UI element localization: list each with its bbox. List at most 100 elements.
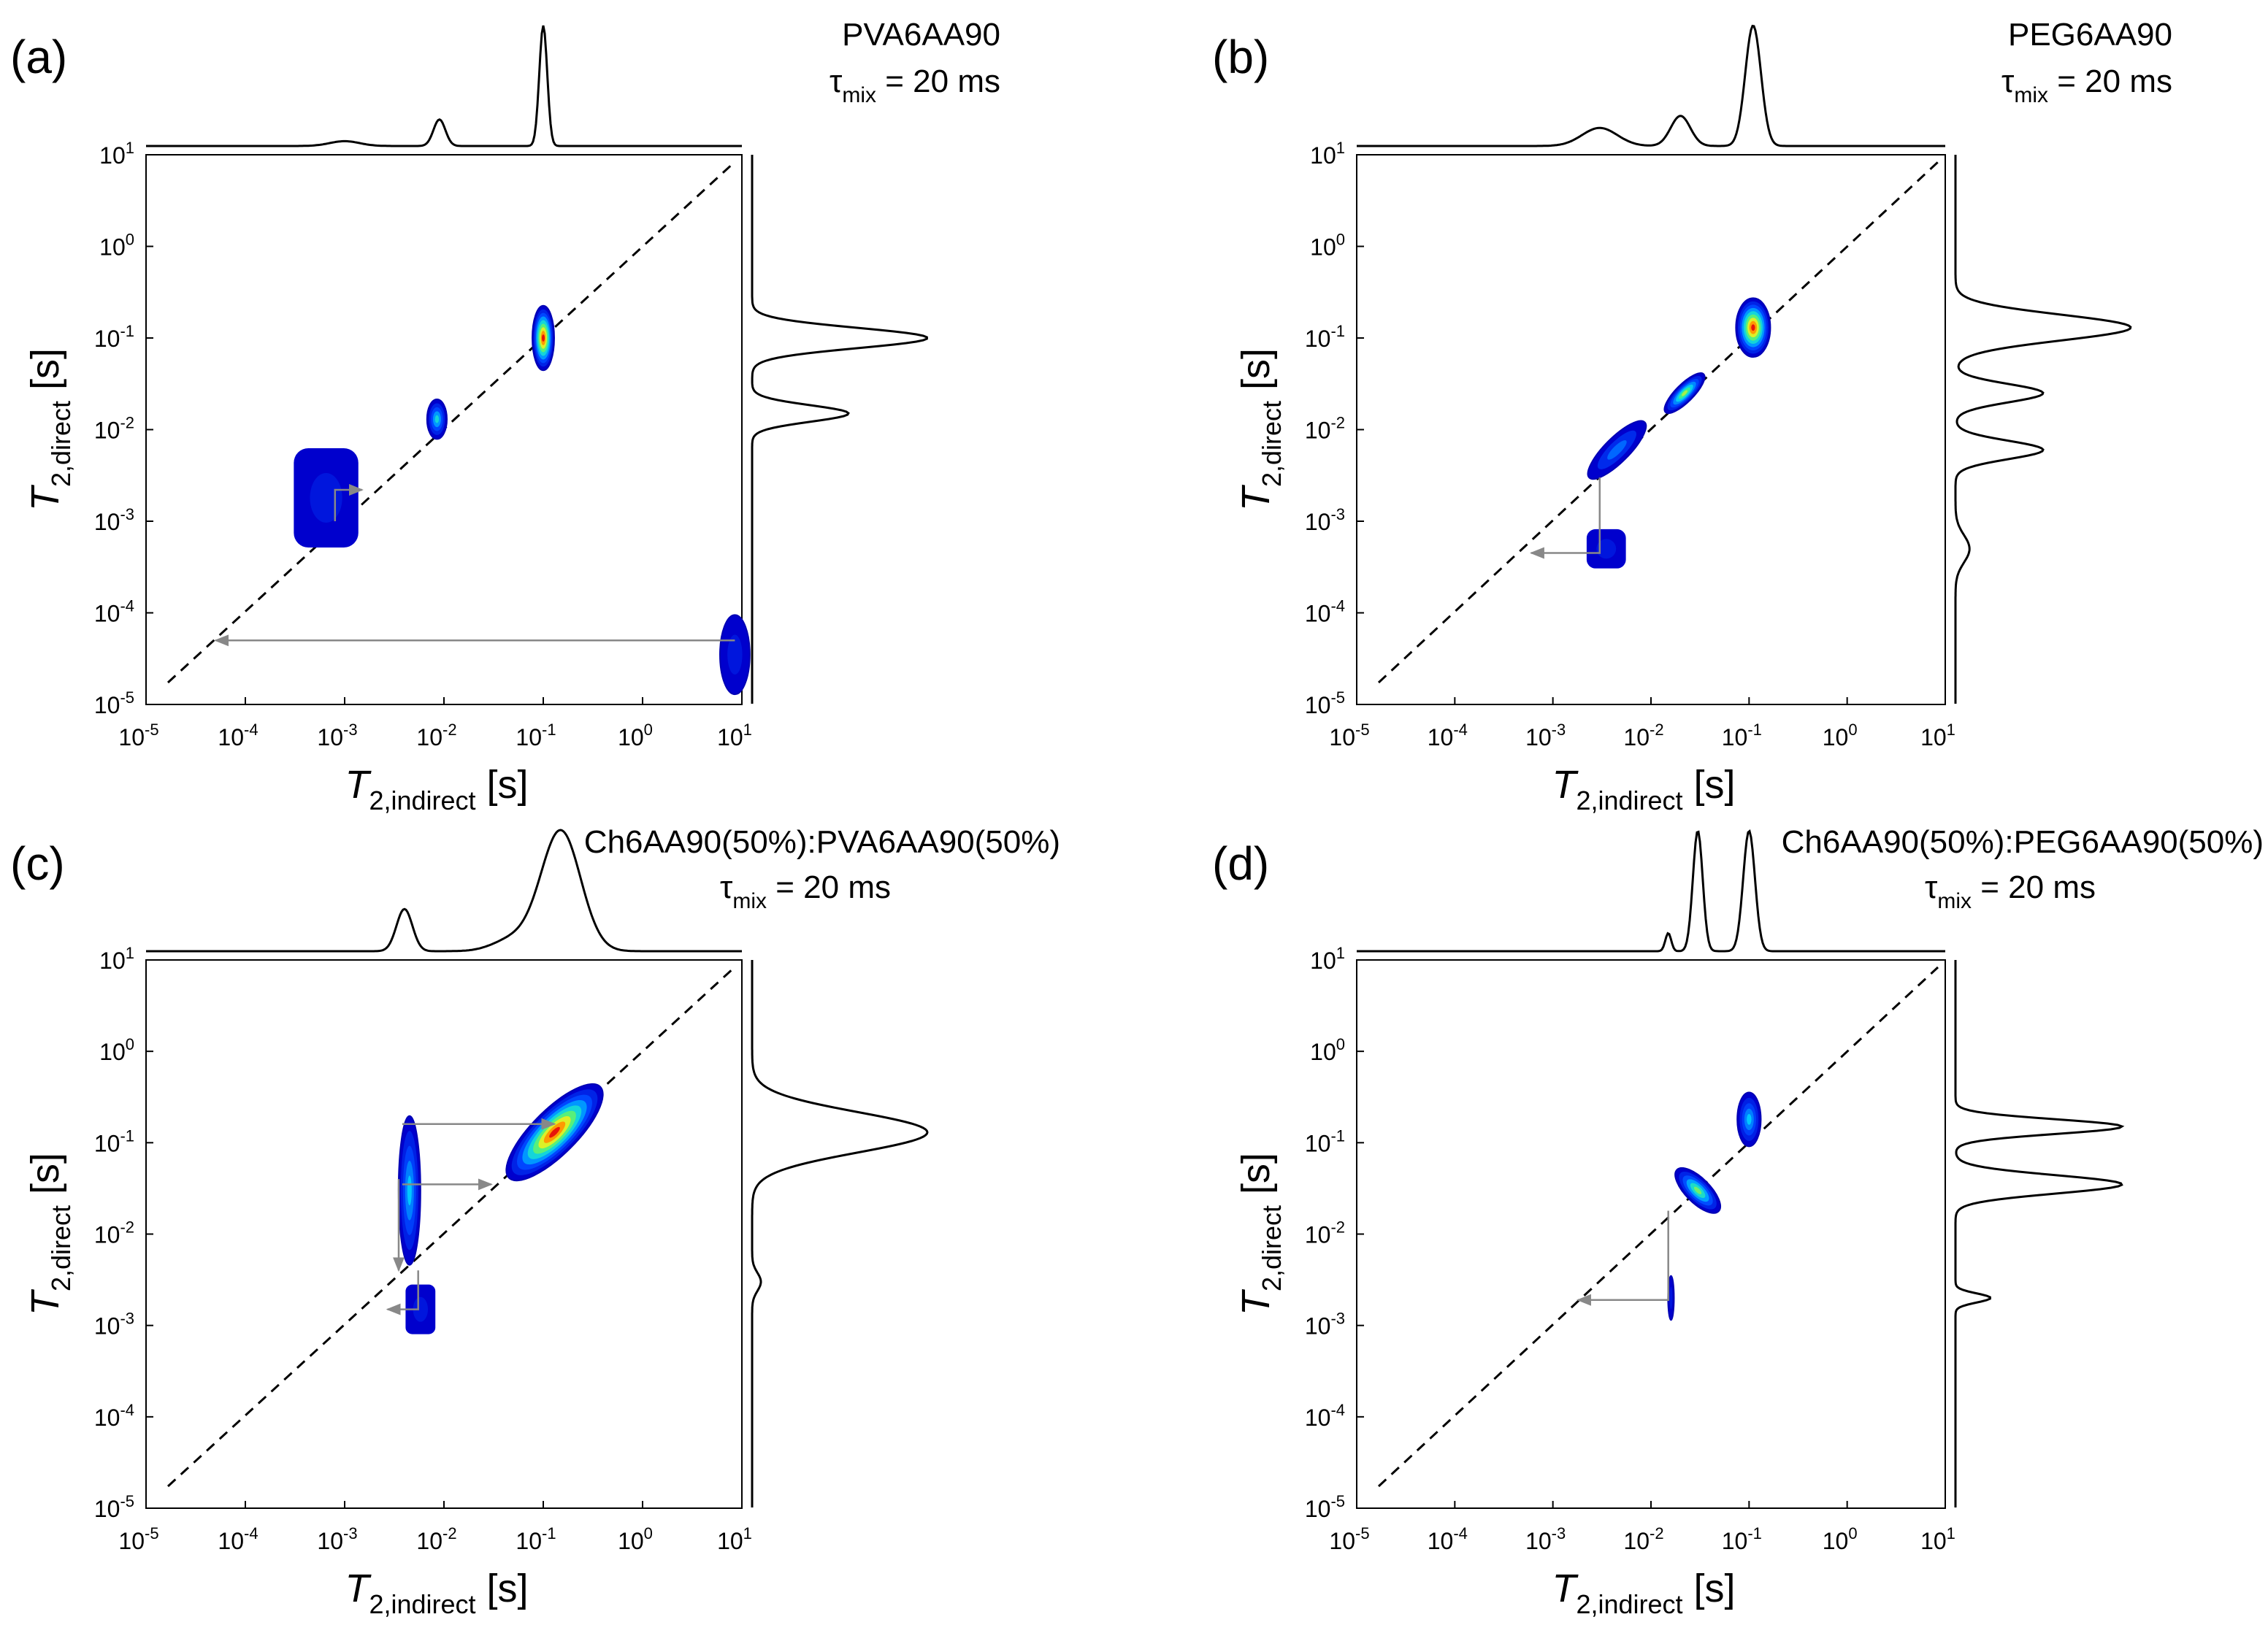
peak-3 bbox=[505, 1083, 604, 1182]
y-tick-label: 100 bbox=[99, 231, 134, 261]
peak-3 bbox=[1736, 1091, 1762, 1148]
x-tick-label: 101 bbox=[1920, 1524, 1955, 1554]
top-projection-curve bbox=[146, 25, 742, 147]
x-tick-label: 100 bbox=[1823, 721, 1858, 750]
sample-name: PEG6AA90 bbox=[2008, 17, 2172, 53]
x-tick-label: 100 bbox=[1823, 1524, 1858, 1554]
y-tick-label: 10-3 bbox=[1305, 505, 1345, 535]
x-axis-label: T2,indirect [s] bbox=[345, 763, 528, 815]
x-tick-label: 10-1 bbox=[516, 721, 556, 750]
peak-2 bbox=[426, 399, 448, 440]
x-tick-label: 101 bbox=[717, 721, 752, 750]
x-axis-label: T2,indirect [s] bbox=[1552, 1567, 1735, 1619]
y-tick-label: 10-3 bbox=[1305, 1310, 1345, 1340]
peak-level bbox=[1693, 1186, 1702, 1194]
y-axis-label: T2,direct [s] bbox=[1234, 1153, 1287, 1315]
x-tick-label: 101 bbox=[1920, 721, 1955, 750]
y-tick-label: 10-3 bbox=[94, 1310, 134, 1340]
exchange-arrow bbox=[1529, 477, 1601, 559]
x-tick-label: 10-2 bbox=[416, 1524, 456, 1554]
y-axis-label: T2,direct [s] bbox=[1234, 348, 1287, 511]
x-tick-label: 10-5 bbox=[118, 1524, 158, 1554]
x-tick-label: 10-2 bbox=[416, 721, 456, 750]
y-axis-label: T2,direct [s] bbox=[23, 1153, 76, 1315]
y-tick-label: 10-5 bbox=[94, 1492, 134, 1522]
y-tick-label: 10-4 bbox=[1305, 597, 1345, 627]
peak-level bbox=[1682, 390, 1687, 396]
right-projection-curve bbox=[751, 155, 928, 704]
y-tick-label: 10-5 bbox=[1305, 688, 1345, 718]
x-tick-label: 10-4 bbox=[1428, 1524, 1468, 1554]
y-tick-label: 10-1 bbox=[94, 322, 134, 352]
diagonal-line bbox=[1377, 161, 1939, 684]
y-tick-label: 101 bbox=[1310, 139, 1345, 169]
x-tick-label: 10-1 bbox=[1722, 1524, 1762, 1554]
peak-2 bbox=[1674, 1167, 1721, 1214]
peak-level bbox=[549, 1126, 560, 1138]
exchange-arrow bbox=[1577, 1210, 1669, 1306]
exchange-arrow bbox=[334, 484, 364, 521]
mixing-time-label: τmix = 20 ms bbox=[830, 64, 1000, 107]
x-tick-label: 10-3 bbox=[1525, 721, 1566, 750]
peak-1 bbox=[405, 1284, 436, 1334]
sample-name: PVA6AA90 bbox=[842, 17, 1000, 53]
mixing-time-label: τmix = 20 ms bbox=[720, 869, 891, 913]
x-tick-label: 10-2 bbox=[1623, 721, 1663, 750]
mixing-time-label: τmix = 20 ms bbox=[1925, 869, 2096, 913]
peak-1 bbox=[1586, 529, 1626, 569]
peak-level bbox=[727, 634, 743, 675]
peak-2 bbox=[1587, 420, 1647, 480]
y-tick-label: 10-1 bbox=[1305, 322, 1345, 352]
sample-name: Ch6AA90(50%):PEG6AA90(50%) bbox=[1782, 824, 2264, 860]
diagonal-line bbox=[166, 966, 736, 1488]
exchange-arrow bbox=[386, 1270, 419, 1315]
peak-level bbox=[310, 472, 342, 523]
peak-4 bbox=[1735, 297, 1771, 358]
panel-letter: (d) bbox=[1212, 837, 1269, 890]
y-tick-label: 101 bbox=[99, 139, 134, 169]
x-tick-label: 10-5 bbox=[1329, 721, 1369, 750]
y-tick-label: 101 bbox=[1310, 944, 1345, 974]
right-projection-curve bbox=[1954, 155, 2132, 704]
y-tick-label: 10-2 bbox=[94, 414, 134, 444]
y-tick-label: 101 bbox=[99, 944, 134, 974]
peak-level bbox=[1596, 539, 1617, 559]
right-projection-curve bbox=[751, 960, 929, 1507]
peak-level bbox=[1669, 1286, 1673, 1310]
peak-level bbox=[413, 1296, 429, 1322]
y-tick-label: 10-1 bbox=[94, 1126, 134, 1156]
panel-letter: (c) bbox=[10, 837, 65, 890]
panel-d: 10-5 10-4 10-3 10-2 10-1 100 101 10-5 10-4 10-3 10… bbox=[1212, 824, 2264, 1619]
y-axis-label: T2,direct [s] bbox=[23, 348, 76, 511]
y-tick-label: 10-5 bbox=[1305, 1492, 1345, 1522]
peak-level bbox=[1607, 440, 1627, 460]
right-projection-curve bbox=[1954, 960, 2125, 1507]
peak-3 bbox=[1663, 372, 1706, 415]
x-tick-label: 100 bbox=[618, 721, 653, 750]
x-tick-label: 10-2 bbox=[1623, 1524, 1663, 1554]
diagonal-line bbox=[166, 161, 736, 684]
x-tick-label: 10-1 bbox=[516, 1524, 556, 1554]
y-tick-label: 100 bbox=[1310, 231, 1345, 261]
peak-level bbox=[434, 415, 440, 423]
x-tick-label: 10-1 bbox=[1722, 721, 1762, 750]
panel-a: 10-5 10-4 10-3 10-2 10-1 100 101 10-5 10-4 10-3 10… bbox=[10, 17, 1000, 815]
peak-1 bbox=[294, 447, 359, 548]
y-tick-label: 10-2 bbox=[1305, 1218, 1345, 1248]
x-tick-label: 10-4 bbox=[218, 1524, 258, 1554]
peak-level bbox=[1747, 1113, 1752, 1125]
x-tick-label: 10-3 bbox=[1525, 1524, 1566, 1554]
x-tick-label: 10-5 bbox=[1329, 1524, 1369, 1554]
y-tick-label: 10-1 bbox=[1305, 1126, 1345, 1156]
x-tick-label: 10-5 bbox=[118, 721, 158, 750]
y-tick-label: 10-4 bbox=[94, 1401, 134, 1431]
x-tick-label: 10-3 bbox=[317, 721, 357, 750]
peak-level bbox=[542, 334, 545, 342]
x-tick-label: 10-4 bbox=[218, 721, 258, 750]
panel-letter: (a) bbox=[10, 31, 67, 83]
x-tick-label: 10-4 bbox=[1428, 721, 1468, 750]
mixing-time-label: τmix = 20 ms bbox=[2001, 64, 2172, 107]
y-tick-label: 100 bbox=[1310, 1035, 1345, 1065]
peak-4 bbox=[719, 614, 751, 696]
